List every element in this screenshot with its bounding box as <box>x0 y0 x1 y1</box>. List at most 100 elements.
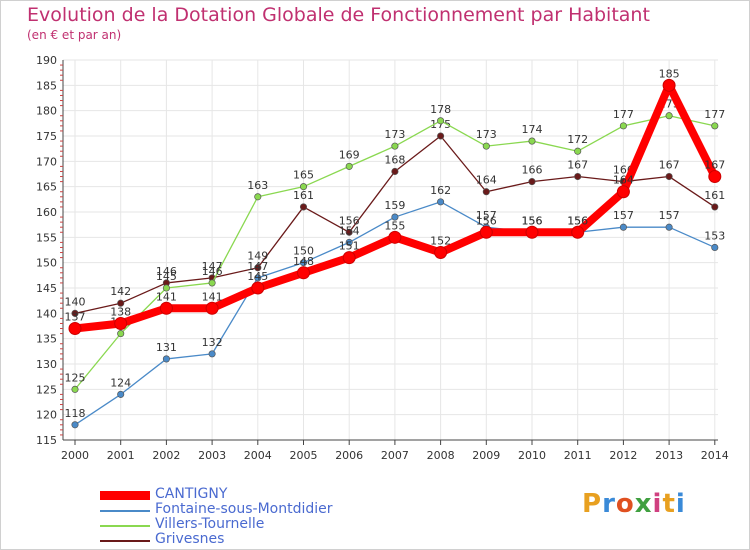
data-label-cantigny: 137 <box>65 311 86 324</box>
y-tick-label: 120 <box>36 409 57 422</box>
data-point-fontaine-sous-montdidier <box>162 355 170 363</box>
data-label-villers-tournelle: 177 <box>613 108 634 121</box>
data-point-villers-tournelle <box>437 117 445 125</box>
data-label-fontaine-sous-montdidier: 157 <box>476 209 497 222</box>
data-label-fontaine-sous-montdidier: 124 <box>110 376 131 389</box>
x-tick-label: 2012 <box>609 449 637 462</box>
data-label-cantigny: 145 <box>247 270 268 283</box>
y-tick-label: 170 <box>36 155 57 168</box>
data-point-fontaine-sous-montdidier <box>391 213 399 221</box>
y-tick-label: 145 <box>36 282 57 295</box>
data-point-villers-tournelle <box>574 147 582 155</box>
data-point-villers-tournelle <box>619 122 627 130</box>
data-point-grivesnes <box>665 172 673 181</box>
data-label-grivesnes: 147 <box>202 260 223 273</box>
proxiti-logo: Proxiti <box>582 489 686 519</box>
data-label-villers-tournelle: 145 <box>156 270 177 283</box>
data-point-cantigny <box>708 170 722 184</box>
y-tick-label: 185 <box>36 79 57 92</box>
data-point-cantigny <box>342 251 356 265</box>
data-point-villers-tournelle <box>71 385 79 393</box>
data-label-villers-tournelle: 172 <box>567 133 588 146</box>
data-point-cantigny <box>388 230 402 244</box>
data-point-cantigny <box>525 225 539 239</box>
data-point-villers-tournelle <box>391 142 399 150</box>
data-label-grivesnes: 166 <box>522 164 543 177</box>
x-tick-label: 2003 <box>198 449 226 462</box>
data-point-fontaine-sous-montdidier <box>437 198 445 206</box>
data-label-grivesnes: 149 <box>247 250 268 263</box>
data-point-fontaine-sous-montdidier <box>117 390 125 398</box>
y-tick-label: 140 <box>36 307 57 320</box>
data-label-grivesnes: 146 <box>156 265 177 278</box>
x-tick-label: 2002 <box>152 449 180 462</box>
logo-letter: i <box>652 489 663 519</box>
data-label-cantigny: 138 <box>110 305 131 318</box>
y-tick-label: 115 <box>36 434 57 447</box>
logo-letter: i <box>675 489 686 519</box>
y-tick-label: 155 <box>36 231 57 244</box>
legend-swatch <box>100 510 150 512</box>
x-tick-label: 2001 <box>107 449 135 462</box>
data-label-cantigny: 164 <box>613 174 634 187</box>
data-label-grivesnes: 168 <box>384 153 405 166</box>
data-point-cantigny <box>205 301 219 315</box>
data-point-cantigny <box>114 316 128 330</box>
data-label-fontaine-sous-montdidier: 132 <box>202 336 223 349</box>
data-point-grivesnes <box>528 178 536 186</box>
data-point-grivesnes <box>345 228 353 236</box>
data-label-fontaine-sous-montdidier: 147 <box>247 260 268 273</box>
data-label-grivesnes: 140 <box>65 295 86 308</box>
logo-letter: t <box>662 489 676 519</box>
data-point-grivesnes <box>117 299 125 307</box>
data-point-cantigny <box>159 301 173 315</box>
data-label-villers-tournelle: 177 <box>704 108 725 121</box>
x-tick-label: 2014 <box>701 449 729 462</box>
data-point-cantigny <box>68 322 82 336</box>
legend-label: CANTIGNY <box>155 486 228 502</box>
data-label-cantigny: 185 <box>659 67 680 80</box>
logo-letter: r <box>602 489 616 519</box>
data-label-fontaine-sous-montdidier: 157 <box>613 209 634 222</box>
data-label-villers-tournelle: 125 <box>65 371 86 384</box>
data-label-fontaine-sous-montdidier: 159 <box>384 199 405 212</box>
data-point-grivesnes <box>482 188 490 196</box>
data-label-grivesnes: 164 <box>476 174 497 187</box>
data-label-cantigny: 141 <box>156 290 177 303</box>
data-label-fontaine-sous-montdidier: 150 <box>293 245 314 258</box>
x-tick-label: 2010 <box>518 449 546 462</box>
data-point-villers-tournelle <box>665 112 673 120</box>
data-point-fontaine-sous-montdidier <box>254 274 262 282</box>
data-label-fontaine-sous-montdidier: 156 <box>522 214 543 227</box>
data-point-villers-tournelle <box>208 279 216 287</box>
data-label-fontaine-sous-montdidier: 118 <box>65 407 86 420</box>
y-tick-label: 190 <box>36 54 57 67</box>
legend-swatch <box>100 540 150 542</box>
data-point-fontaine-sous-montdidier <box>619 223 627 231</box>
data-label-grivesnes: 161 <box>293 189 314 202</box>
y-tick-label: 165 <box>36 181 57 194</box>
y-tick-label: 125 <box>36 383 57 396</box>
data-label-grivesnes: 142 <box>110 285 131 298</box>
data-point-fontaine-sous-montdidier <box>71 421 79 429</box>
data-point-grivesnes <box>711 203 719 211</box>
legend-label: Villers-Tournelle <box>155 516 265 532</box>
logo-letter: x <box>634 489 653 519</box>
data-point-cantigny <box>434 246 448 260</box>
data-label-villers-tournelle: 174 <box>522 123 543 136</box>
data-point-fontaine-sous-montdidier <box>665 223 673 231</box>
y-tick-label: 160 <box>36 206 57 219</box>
data-label-villers-tournelle: 173 <box>384 128 405 141</box>
data-label-cantigny: 152 <box>430 235 451 248</box>
plot-area <box>63 60 718 440</box>
y-tick-label: 150 <box>36 257 57 270</box>
data-label-fontaine-sous-montdidier: 131 <box>156 341 177 354</box>
data-point-grivesnes <box>299 203 308 211</box>
data-point-cantigny <box>662 78 676 92</box>
data-point-cantigny <box>479 225 493 239</box>
data-label-grivesnes: 167 <box>567 159 588 172</box>
data-point-villers-tournelle <box>162 284 170 292</box>
legend-swatch <box>100 525 150 527</box>
data-label-villers-tournelle: 169 <box>339 148 360 161</box>
